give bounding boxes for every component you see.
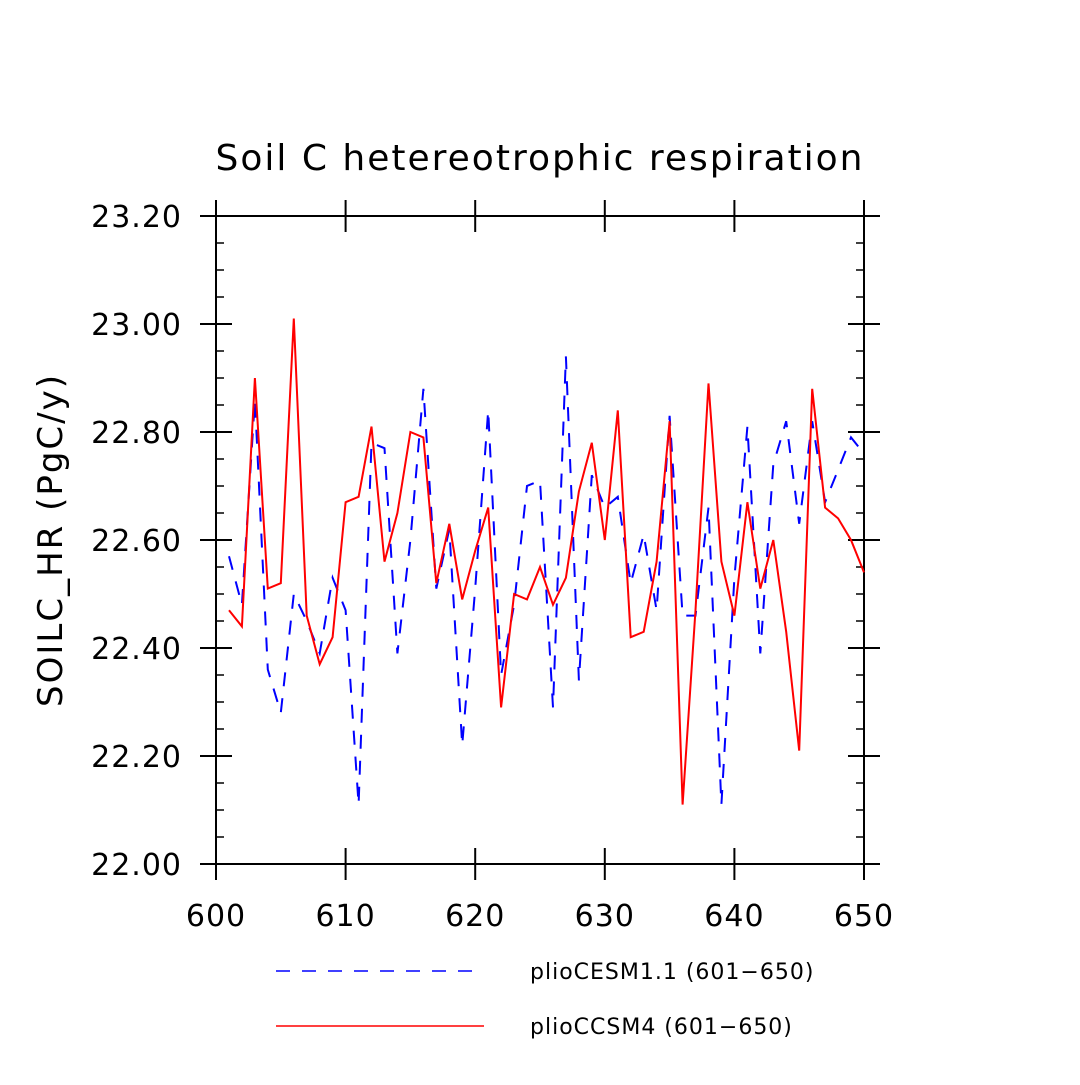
y-tick-label: 23.20	[91, 200, 182, 235]
y-tick-label: 23.00	[91, 308, 182, 343]
x-tick-label: 650	[834, 899, 894, 934]
series-line-1	[228, 356, 865, 805]
plot-area: 600 610 620 630 640 650 22.00 22.20 22.40 22.60 22…	[91, 200, 894, 934]
x-tick-label: 600	[186, 899, 246, 934]
y-tick-label: 22.40	[91, 632, 182, 667]
x-tick-label: 620	[445, 899, 505, 934]
y-tick-label: 22.20	[91, 740, 182, 775]
y-tick-label: 22.00	[91, 848, 182, 883]
chart-title: Soil C hetereotrophic respiration	[216, 138, 865, 179]
plot-frame	[215, 215, 865, 865]
legend: plioCESM1.1 (601−650) plioCCSM4 (601−650)	[276, 960, 814, 1040]
x-tick-label: 630	[575, 899, 635, 934]
y-tick-label: 22.80	[91, 416, 182, 451]
y-axis-label: SOILC_HR (PgC/y)	[31, 373, 71, 707]
x-tick-label: 640	[704, 899, 764, 934]
legend-label-1: plioCESM1.1 (601−650)	[530, 960, 814, 985]
series-line-2	[228, 318, 865, 805]
legend-label-2: plioCCSM4 (601−650)	[530, 1015, 793, 1040]
y-tick-label: 22.60	[91, 524, 182, 559]
x-tick-label: 610	[315, 899, 375, 934]
